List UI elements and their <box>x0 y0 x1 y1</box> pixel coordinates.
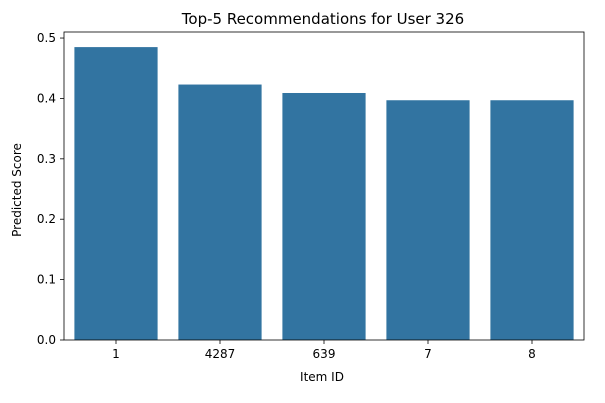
y-tick-label: 0.0 <box>37 333 56 347</box>
bar-8 <box>490 100 574 340</box>
y-tick-label: 0.5 <box>37 31 56 45</box>
x-tick-label: 4287 <box>205 347 236 361</box>
x-axis-label: Item ID <box>300 370 344 384</box>
bars <box>74 47 574 341</box>
x-tick-label: 8 <box>528 347 536 361</box>
bar-7 <box>386 100 470 340</box>
y-tick-label: 0.4 <box>37 91 56 105</box>
x-axis-ticks: 1 4287 639 7 8 <box>112 340 536 361</box>
y-axis-label: Predicted Score <box>10 143 24 237</box>
y-tick-label: 0.1 <box>37 273 56 287</box>
y-tick-label: 0.3 <box>37 152 56 166</box>
x-tick-label: 7 <box>424 347 432 361</box>
x-tick-label: 639 <box>313 347 336 361</box>
plot-frame <box>63 31 585 341</box>
y-tick-label: 0.2 <box>37 212 56 226</box>
bar-4287 <box>178 84 262 341</box>
y-axis-ticks: 0.0 0.1 0.2 0.3 0.4 0.5 <box>37 31 64 347</box>
x-tick-label: 1 <box>112 347 120 361</box>
bar-1 <box>74 47 158 341</box>
chart-title: Top-5 Recommendations for User 326 <box>181 10 464 28</box>
bar-639 <box>282 92 366 340</box>
